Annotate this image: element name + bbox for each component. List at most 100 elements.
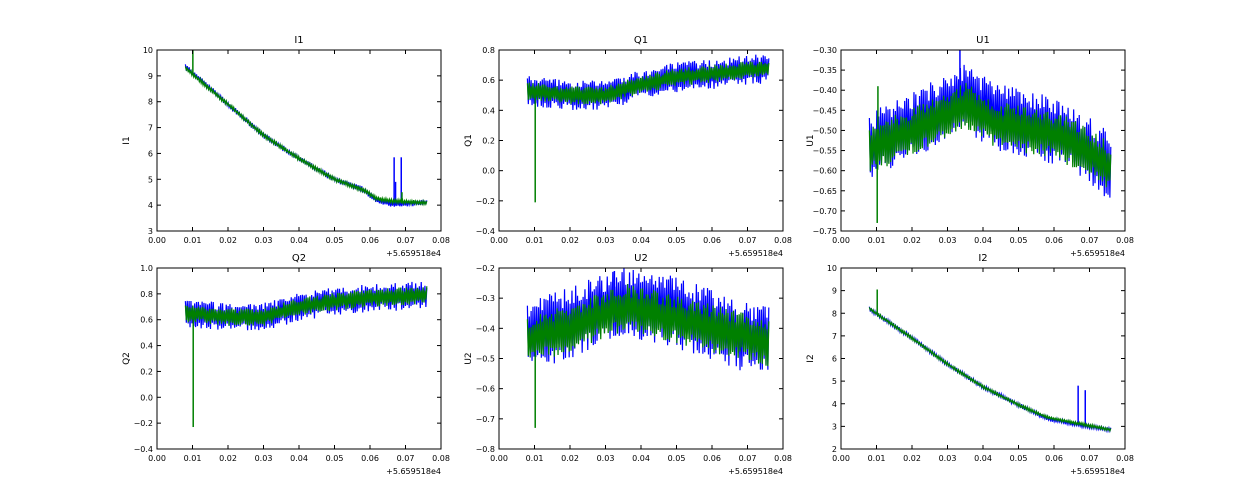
subplot-q2: 0.00 0.01 0.02 0.03 0.04 0.05 0.06 0.07 0.08 −0.4…: [122, 253, 450, 476]
y-tick-label: −0.55: [812, 147, 837, 156]
y-axis-label: U2: [464, 352, 474, 364]
x-tick-label: 0.06: [703, 236, 721, 245]
x-tick-label: 0.00: [832, 454, 850, 463]
series-line-green: [184, 66, 428, 207]
series-line-green: [868, 83, 1112, 188]
x-tick-label: 0.04: [290, 454, 308, 463]
x-tick-label: 0.07: [739, 454, 757, 463]
y-tick-label: −0.7: [476, 415, 495, 424]
y-tick-label: 0.2: [140, 367, 153, 376]
y-tick-label: 3: [148, 227, 153, 236]
x-tick-label: 0.05: [326, 454, 344, 463]
subplot-title: I2: [978, 253, 987, 264]
x-tick-label: 0.01: [868, 236, 886, 245]
y-tick-label: 3: [832, 422, 837, 431]
y-tick-label: 0.6: [482, 76, 495, 85]
x-tick-label: 0.04: [290, 236, 308, 245]
y-tick-label: −0.2: [476, 264, 495, 273]
x-tick-label: 0.03: [939, 236, 957, 245]
subplot-u2: 0.00 0.01 0.02 0.03 0.04 0.05 0.06 0.07 0.08 −0.8…: [464, 253, 792, 476]
x-offset-label: +5.659518e4: [728, 467, 783, 476]
x-tick-label: 0.08: [774, 454, 792, 463]
y-tick-label: −0.2: [476, 197, 495, 206]
x-tick-label: 0.06: [361, 454, 379, 463]
y-tick-label: −0.3: [476, 294, 495, 303]
subplot-i2: 0.00 0.01 0.02 0.03 0.04 0.05 0.06 0.07 0.08 2 3 4 5…: [806, 253, 1134, 476]
x-tick-label: 0.03: [939, 454, 957, 463]
series-line-green: [868, 307, 1112, 433]
x-tick-label: 0.01: [526, 236, 544, 245]
y-tick-label: 6: [832, 355, 837, 364]
y-tick-label: 0.8: [140, 290, 153, 299]
y-tick-label: 1.0: [140, 264, 153, 273]
y-tick-label: 0.8: [482, 46, 495, 55]
x-tick-label: 0.05: [1010, 236, 1028, 245]
y-tick-label: −0.60: [812, 167, 837, 176]
series-line-green: [526, 284, 770, 367]
y-axis-label: I1: [122, 136, 132, 144]
x-tick-label: 0.06: [703, 454, 721, 463]
y-tick-label: −0.6: [476, 385, 495, 394]
y-tick-label: 7: [832, 332, 837, 341]
x-tick-label: 0.01: [184, 454, 202, 463]
y-tick-label: 9: [832, 287, 837, 296]
x-tick-label: 0.03: [255, 454, 273, 463]
x-offset-label: +5.659518e4: [386, 249, 441, 258]
x-tick-label: 0.08: [774, 236, 792, 245]
y-tick-label: 0.4: [140, 342, 153, 351]
x-tick-label: 0.00: [490, 454, 508, 463]
y-tick-label: −0.35: [812, 66, 837, 75]
y-axis-label: U1: [806, 134, 816, 146]
subplot-i1: 0.00 0.01 0.02 0.03 0.04 0.05 0.06 0.07 0.08 3 4 5 6…: [122, 35, 450, 258]
x-tick-label: 0.04: [632, 454, 650, 463]
y-tick-label: 5: [832, 377, 837, 386]
y-tick-label: −0.40: [812, 86, 837, 95]
x-tick-label: 0.04: [974, 454, 992, 463]
series-line-green: [184, 286, 428, 326]
y-tick-label: −0.8: [476, 445, 495, 454]
subplot-q1: 0.00 0.01 0.02 0.03 0.04 0.05 0.06 0.07 0.08 −0.4…: [464, 35, 792, 258]
x-tick-label: 0.08: [432, 454, 450, 463]
y-tick-label: −0.45: [812, 106, 837, 115]
y-tick-label: 0.0: [482, 167, 495, 176]
y-tick-label: 4: [832, 400, 837, 409]
x-tick-label: 0.05: [668, 454, 686, 463]
y-tick-label: −0.5: [476, 355, 495, 364]
y-axis-label: Q2: [122, 352, 132, 365]
x-tick-label: 0.07: [397, 454, 415, 463]
x-tick-label: 0.01: [526, 454, 544, 463]
x-offset-label: +5.659518e4: [728, 249, 783, 258]
x-tick-label: 0.03: [597, 236, 615, 245]
y-tick-label: 10: [827, 264, 837, 273]
x-tick-label: 0.07: [1081, 454, 1099, 463]
y-tick-label: 0.2: [482, 137, 495, 146]
x-tick-label: 0.08: [1116, 236, 1134, 245]
x-tick-label: 0.06: [361, 236, 379, 245]
subplot-title: Q2: [292, 253, 306, 264]
y-tick-label: 0.6: [140, 316, 153, 325]
y-axis-label: I2: [806, 354, 816, 362]
x-tick-label: 0.02: [219, 236, 237, 245]
x-tick-label: 0.08: [432, 236, 450, 245]
y-tick-label: 8: [148, 98, 153, 107]
y-tick-label: −0.75: [812, 227, 837, 236]
x-tick-label: 0.05: [326, 236, 344, 245]
y-tick-label: −0.2: [134, 419, 153, 428]
x-tick-label: 0.00: [148, 236, 166, 245]
x-tick-label: 0.00: [490, 236, 508, 245]
x-tick-label: 0.02: [561, 236, 579, 245]
subplot-title: U1: [976, 35, 990, 46]
y-tick-label: −0.30: [812, 46, 837, 55]
x-tick-label: 0.04: [632, 236, 650, 245]
x-tick-label: 0.07: [739, 236, 757, 245]
y-tick-label: −0.50: [812, 126, 837, 135]
y-tick-label: −0.70: [812, 207, 837, 216]
subplot-u1: 0.00 0.01 0.02 0.03 0.04 0.05 0.06 0.07 0.08 −0.7…: [806, 35, 1134, 258]
x-tick-label: 0.05: [668, 236, 686, 245]
x-tick-label: 0.07: [1081, 236, 1099, 245]
y-tick-label: 6: [148, 149, 153, 158]
x-tick-label: 0.02: [219, 454, 237, 463]
y-tick-label: 2: [832, 445, 837, 454]
